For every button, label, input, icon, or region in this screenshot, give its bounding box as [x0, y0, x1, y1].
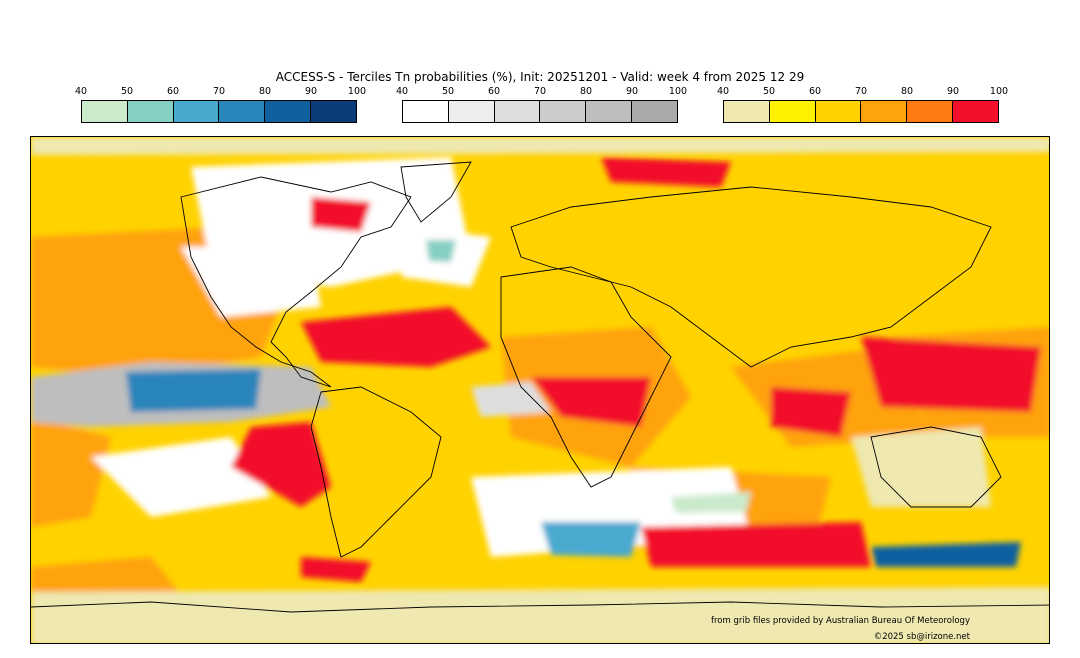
- map-canvas: [31, 137, 1049, 643]
- legend-swatch: [311, 101, 356, 122]
- legend-tick: 70: [212, 86, 226, 97]
- shade-region: [426, 240, 456, 262]
- legend-swatch: [403, 101, 449, 122]
- shade-region: [671, 492, 751, 513]
- shade-region: [471, 382, 551, 417]
- shade-region: [861, 337, 1041, 412]
- shade-region: [771, 387, 851, 437]
- copyright-credit: ©2025 sb@irizone.net: [873, 632, 970, 642]
- near-normal-legend: 40 50 60 70 80 90 100: [396, 86, 687, 128]
- shade-region: [301, 557, 371, 582]
- below-normal-legend: 40 50 60 70 80 90 100: [75, 86, 366, 128]
- legend-swatch: [219, 101, 266, 122]
- data-source-credit: from grib files provided by Australian B…: [710, 616, 970, 626]
- legend-colorbar: [81, 100, 357, 123]
- legend-colorbar: [402, 100, 678, 123]
- shade-region: [31, 587, 1049, 643]
- map-title: ACCESS-S - Terciles Tn probabilities (%)…: [275, 70, 805, 84]
- legend-swatch: [448, 101, 495, 122]
- coast-north-america: [180, 176, 412, 388]
- legend-tick: 90: [625, 86, 639, 97]
- shade-region: [301, 307, 491, 367]
- coast-antarctica: [31, 601, 1049, 613]
- legend-tick: 50: [441, 86, 455, 97]
- legend-tick: 40: [716, 86, 730, 97]
- shade-region: [31, 137, 1049, 155]
- shade-region: [871, 542, 1021, 567]
- legend-ticks: 40 50 60 70 80 90 100: [717, 86, 1008, 100]
- shade-region: [91, 437, 271, 517]
- legend-swatch: [82, 101, 128, 122]
- shade-region: [126, 369, 261, 412]
- legend-tick: 80: [258, 86, 272, 97]
- legend-tick: 100: [347, 86, 367, 97]
- coast-greenland: [400, 161, 472, 223]
- legend-swatch: [724, 101, 770, 122]
- legend-tick: 70: [533, 86, 547, 97]
- coast-south-america: [310, 386, 442, 558]
- legend-swatch: [861, 101, 908, 122]
- legend-swatch: [769, 101, 816, 122]
- legend-tick: 60: [808, 86, 822, 97]
- legend-tick: 60: [166, 86, 180, 97]
- shade-region: [641, 522, 871, 567]
- shade-region: [311, 197, 371, 232]
- shade-region: [541, 522, 641, 557]
- legend-ticks: 40 50 60 70 80 90 100: [75, 86, 366, 100]
- legend-tick: 70: [854, 86, 868, 97]
- shade-region: [231, 422, 331, 507]
- shade-region: [31, 417, 111, 527]
- legend-swatch: [815, 101, 862, 122]
- legend-tick: 100: [668, 86, 688, 97]
- shade-region: [601, 157, 731, 187]
- legend-tick: 100: [989, 86, 1009, 97]
- shade-region: [531, 377, 651, 427]
- legend-tick: 50: [120, 86, 134, 97]
- above-normal-legend: 40 50 60 70 80 90 100: [717, 86, 1008, 128]
- legend-tick: 80: [900, 86, 914, 97]
- shade-region: [181, 247, 321, 317]
- world-probability-map: [30, 136, 1050, 644]
- legend-tick: 40: [395, 86, 409, 97]
- legend-tick: 90: [946, 86, 960, 97]
- legend-tick: 80: [579, 86, 593, 97]
- legend-tick: 50: [762, 86, 776, 97]
- shade-region: [851, 427, 991, 507]
- legend-swatch: [127, 101, 174, 122]
- legend-swatch: [173, 101, 220, 122]
- coastlines: [31, 161, 1049, 613]
- coast-africa: [500, 266, 672, 488]
- legend-swatch: [632, 101, 677, 122]
- legend-colorbar: [723, 100, 999, 123]
- legend-tick: 60: [487, 86, 501, 97]
- legend-swatch: [494, 101, 541, 122]
- legend-swatch: [586, 101, 633, 122]
- coast-eurasia: [510, 186, 992, 368]
- coast-australia: [870, 426, 1002, 508]
- legend-swatch: [907, 101, 954, 122]
- legend-tick: 40: [74, 86, 88, 97]
- legend-ticks: 40 50 60 70 80 90 100: [396, 86, 687, 100]
- probability-field: [31, 137, 1049, 643]
- legend-swatch: [265, 101, 312, 122]
- legend-swatch: [540, 101, 587, 122]
- legend-tick: 90: [304, 86, 318, 97]
- legend-swatch: [953, 101, 998, 122]
